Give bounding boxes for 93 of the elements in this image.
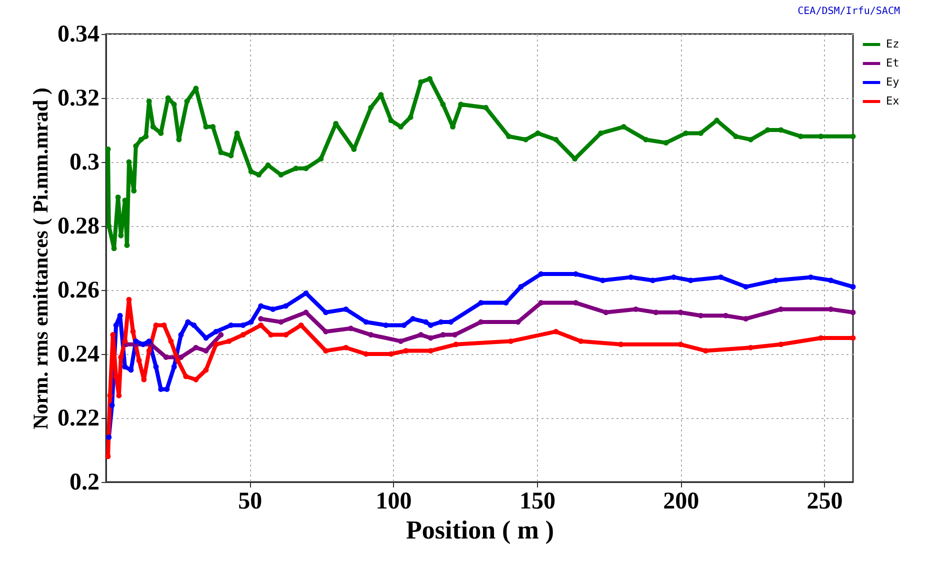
point — [130, 328, 136, 334]
point — [270, 306, 276, 312]
y-tick-label: 0.26 — [58, 278, 100, 304]
point — [303, 310, 309, 316]
y-tick-label: 0.22 — [58, 406, 100, 432]
point — [283, 303, 289, 309]
point — [410, 316, 416, 322]
point — [106, 434, 112, 440]
point — [503, 300, 509, 306]
point — [850, 284, 856, 290]
point — [240, 332, 246, 338]
point — [298, 322, 304, 328]
y-tick-label: 0.28 — [58, 214, 100, 240]
point — [401, 322, 407, 328]
point — [203, 335, 209, 341]
point — [508, 338, 514, 344]
point — [808, 274, 814, 280]
point — [323, 348, 329, 354]
point — [743, 284, 749, 290]
point — [146, 348, 152, 354]
x-tick-label: 200 — [663, 488, 700, 514]
point — [850, 310, 856, 316]
point — [553, 328, 559, 334]
x-tick-label: 100 — [376, 488, 412, 514]
point — [133, 338, 139, 344]
point — [368, 332, 374, 338]
point — [650, 278, 656, 284]
point — [146, 338, 152, 344]
point — [258, 303, 264, 309]
x-tick-label: 150 — [519, 488, 556, 514]
point — [828, 278, 834, 284]
point — [718, 274, 724, 280]
point — [278, 319, 284, 325]
x-tick-label: 250 — [806, 488, 843, 514]
point — [428, 322, 434, 328]
point — [423, 319, 429, 325]
point — [175, 358, 181, 364]
legend-label: Ex — [886, 94, 900, 108]
text: CEA/DSM/Irfu/SACM — [798, 6, 900, 17]
legend-label: Ez — [886, 38, 900, 50]
legend-label: Ey — [886, 76, 900, 88]
point — [452, 332, 458, 338]
point — [343, 306, 349, 312]
y-tick-label: 0.3 — [70, 150, 100, 176]
point — [113, 322, 119, 328]
point — [258, 316, 264, 322]
point — [193, 376, 199, 382]
point — [248, 319, 254, 325]
point — [171, 364, 177, 370]
point — [122, 364, 128, 370]
point — [213, 342, 219, 348]
point — [258, 322, 264, 328]
point — [193, 344, 199, 350]
point — [163, 354, 169, 360]
point — [185, 319, 191, 325]
point — [183, 374, 189, 380]
point — [136, 358, 142, 364]
point — [428, 335, 434, 341]
point — [828, 306, 834, 312]
point — [203, 367, 209, 373]
legend-label: Et — [886, 56, 900, 70]
point — [109, 402, 115, 408]
point — [226, 338, 232, 344]
x-axis-title: Position ( m ) — [406, 516, 554, 544]
point — [348, 326, 354, 332]
y-tick-label: 0.24 — [58, 342, 100, 368]
point — [573, 300, 578, 306]
point — [164, 386, 170, 392]
point — [743, 316, 749, 322]
point — [203, 348, 209, 354]
point — [168, 338, 174, 344]
y-tick-label: 0.32 — [58, 86, 100, 112]
point — [633, 306, 639, 312]
point — [670, 274, 676, 280]
point — [518, 284, 524, 290]
point — [702, 348, 708, 354]
x-tick-label: 50 — [238, 488, 262, 514]
point — [600, 278, 606, 284]
point — [418, 332, 424, 338]
point — [303, 290, 309, 296]
y-tick-label: 0.34 — [58, 22, 100, 48]
point — [218, 332, 224, 338]
point — [213, 328, 219, 334]
point — [398, 338, 404, 344]
point — [343, 344, 349, 350]
point — [363, 319, 369, 325]
point — [453, 342, 459, 348]
y-axis-title: Norm. rms emittances ( Pi.mm.mrad ) — [28, 88, 52, 430]
point — [140, 342, 146, 348]
point — [191, 322, 197, 328]
y-tick-label: 0.2 — [70, 470, 100, 496]
point — [283, 332, 289, 338]
point — [105, 454, 111, 460]
